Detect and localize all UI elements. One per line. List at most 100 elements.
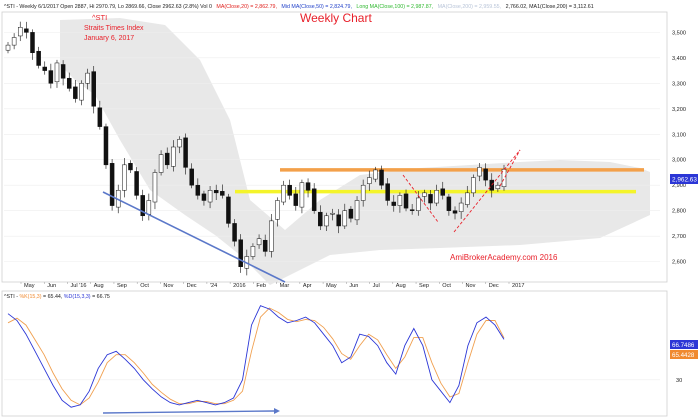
candle-body [373,169,378,180]
stoch-trend-arrow [102,410,275,414]
stoch-k-value: = 65.44, [43,294,64,300]
candle-body [403,193,409,209]
candle-body [256,238,262,246]
stoch-y-tick-label: 30 [676,378,682,384]
stoch-k-tag: 65.4428 [670,350,698,359]
stoch-d-tag: 66.7486 [670,340,698,349]
candle-body [397,195,403,206]
candle-body [367,177,372,184]
candle-body [281,184,286,203]
candle-body [73,86,78,99]
candle-body [434,190,439,204]
candle-body [391,201,397,206]
candle-body [195,184,201,196]
candle-body [207,190,213,203]
date-label: January 6, 2017 [84,35,134,42]
x-tick-label: Mar [280,283,290,289]
candle-body [336,214,341,227]
header-prefix: ^STI - Weekly 6/1/2017 Open 2887, Hi 297… [4,4,212,10]
candle-body [134,171,139,196]
header-faded: MA(Close,200) = 2,959.55, [438,4,501,10]
candle-body [122,164,127,191]
candle-body [299,182,305,208]
candle-body [428,194,433,204]
x-tick-label: Sep [419,283,429,289]
candle-body [483,168,488,181]
candle-body [379,169,384,186]
y-tick-label: 3,200 [672,107,686,113]
x-tick-label: Feb [256,283,266,289]
y-tick-label: 3,500 [672,30,686,36]
stoch-panel-frame [1,290,668,417]
date-x-axis: May Jun Jul '16 Aug Sep Oct Nov Dec '24 2016 Feb Ma… [20,282,524,289]
header-ma20: MA(Close,20) = 2,862.79, [216,4,277,10]
candle-body [158,154,164,173]
candle-body [60,64,66,79]
candle-body [140,195,145,217]
x-tick-label: May [24,283,35,289]
stoch-d-line [7,307,505,406]
candle-body [305,182,311,191]
candle-body [42,66,47,71]
x-tick-label: Jun [47,283,56,289]
y-tick-label: 2,900 [672,183,686,189]
y-tick-label: 3,000 [672,158,686,164]
header-ma50: Mid MA(Close,50) = 2,824.79, [281,4,352,10]
candle-body [262,239,268,252]
candle-body [146,200,152,215]
x-tick-label: Jul '16 [70,283,86,289]
candle-body [324,215,329,227]
candle-body [226,196,231,224]
candle-body [109,163,115,206]
candle-body [85,72,90,84]
stoch-k-tag-value: 65.4428 [672,352,695,359]
candle-body [250,246,256,257]
candle-body [220,191,225,196]
x-tick-label: Sep [117,283,127,289]
x-tick-label: Aug [94,283,104,289]
last-price-tag: 2,962.63 [670,174,698,184]
red-dashed-trend-3 [499,149,521,187]
candle-body [452,210,458,214]
watermark: AmiBrokerAcademy.com 2016 [450,253,558,262]
candle-body [275,200,280,220]
stoch-prefix: ^STI - [4,294,19,300]
candle-body [164,152,170,166]
candle-body [201,193,207,201]
candle-body [311,188,317,211]
last-price-value: 2,962.63 [672,177,697,184]
candle-body [30,32,35,54]
x-tick-label: Oct [140,283,149,289]
downtrend-line [102,191,286,283]
candle-body [422,192,427,197]
candle-body [287,184,292,196]
stoch-header: ^STI - %K(15,3) = 65.44, %D(15,3,3) = 66… [4,294,110,300]
candle-body [66,77,72,89]
candle-body [360,184,366,201]
volatility-band [60,18,650,285]
candle-body [495,184,501,190]
y-tick-label: 2,800 [672,209,686,215]
candle-body [48,70,54,84]
candle-body [103,126,109,166]
candle-body [79,83,84,101]
y-tick-label: 2,600 [672,260,686,266]
stoch-k-line [7,305,505,408]
y-tick-label: 2,700 [672,234,686,240]
stoch-d-tag-value: 66.7486 [672,342,695,349]
price-panel-frame [1,11,668,283]
candle-body [354,200,360,221]
candle-body [440,188,446,196]
x-tick-label: 2016 [233,283,245,289]
candle-body [238,239,243,267]
candle-body [171,146,176,167]
candle-body [91,71,96,107]
candle-body [177,139,182,148]
candle-body [409,209,415,211]
header-ma100: Long MA(Close,100) = 2,987.87, [356,4,433,10]
header-tail: 2,766.02, MA1(Close,200) = 3,112.61 [506,4,594,10]
red-dashed-trend-2 [453,149,521,233]
candle-body [24,28,29,33]
x-tick-label: 2017 [512,283,524,289]
